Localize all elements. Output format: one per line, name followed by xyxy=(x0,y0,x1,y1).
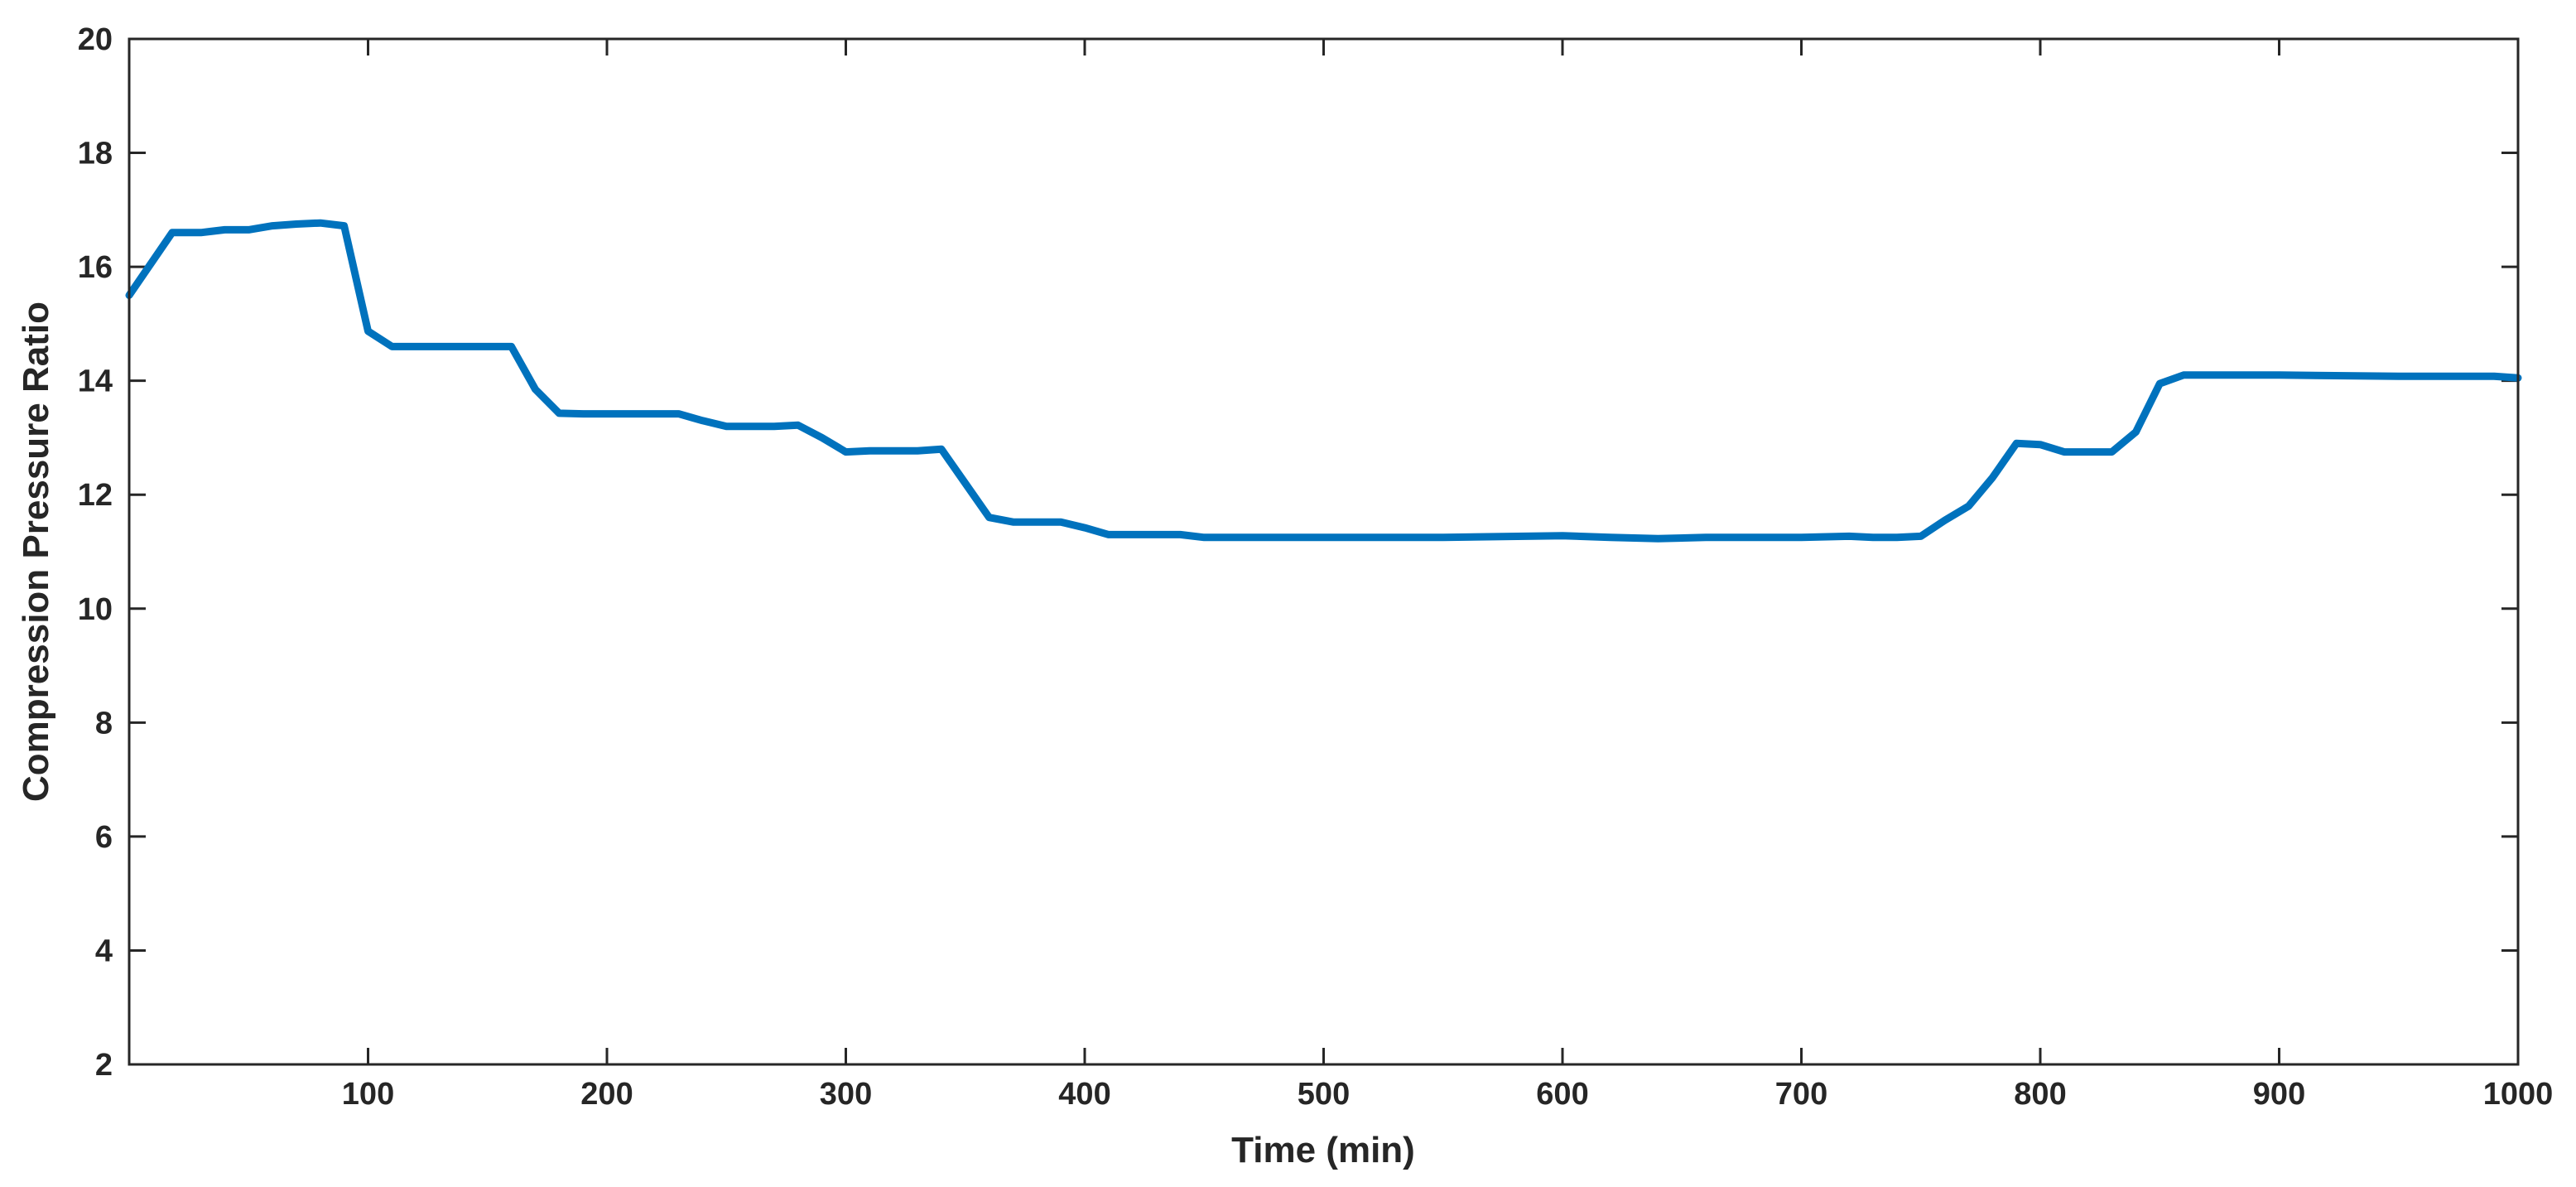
x-tick-label: 500 xyxy=(1298,1077,1350,1112)
y-tick-label: 14 xyxy=(78,364,113,399)
x-tick-label: 700 xyxy=(1775,1077,1827,1112)
y-tick-label: 12 xyxy=(78,478,113,513)
x-tick-label: 900 xyxy=(2253,1077,2305,1112)
x-tick-label: 100 xyxy=(342,1077,394,1112)
y-tick-label: 2 xyxy=(95,1048,113,1083)
y-tick-label: 8 xyxy=(95,706,113,741)
x-axis-ticks: 100 200 300 400 500 600 700 800 900 1000 xyxy=(342,39,2553,1112)
x-tick-label: 600 xyxy=(1536,1077,1588,1112)
y-tick-label: 10 xyxy=(78,592,113,627)
series-line xyxy=(125,219,2522,543)
y-axis-ticks: 2 4 6 8 10 12 14 16 18 20 xyxy=(78,22,2518,1083)
x-tick-label: 200 xyxy=(580,1077,633,1112)
y-tick-label: 6 xyxy=(95,820,113,855)
y-tick-label: 4 xyxy=(95,934,113,968)
y-tick-label: 18 xyxy=(78,137,113,171)
x-axis-label: Time (min) xyxy=(1231,1130,1415,1170)
y-tick-label: 20 xyxy=(78,22,113,57)
y-tick-label: 16 xyxy=(78,250,113,285)
x-tick-label: 300 xyxy=(820,1077,872,1112)
x-tick-label: 1000 xyxy=(2483,1077,2554,1112)
x-tick-label: 800 xyxy=(2014,1077,2066,1112)
plot-area xyxy=(129,39,2518,1064)
plot-frame xyxy=(128,37,2520,1066)
x-tick-label: 400 xyxy=(1058,1077,1110,1112)
y-axis-label: Compression Pressure Ratio xyxy=(16,302,56,802)
